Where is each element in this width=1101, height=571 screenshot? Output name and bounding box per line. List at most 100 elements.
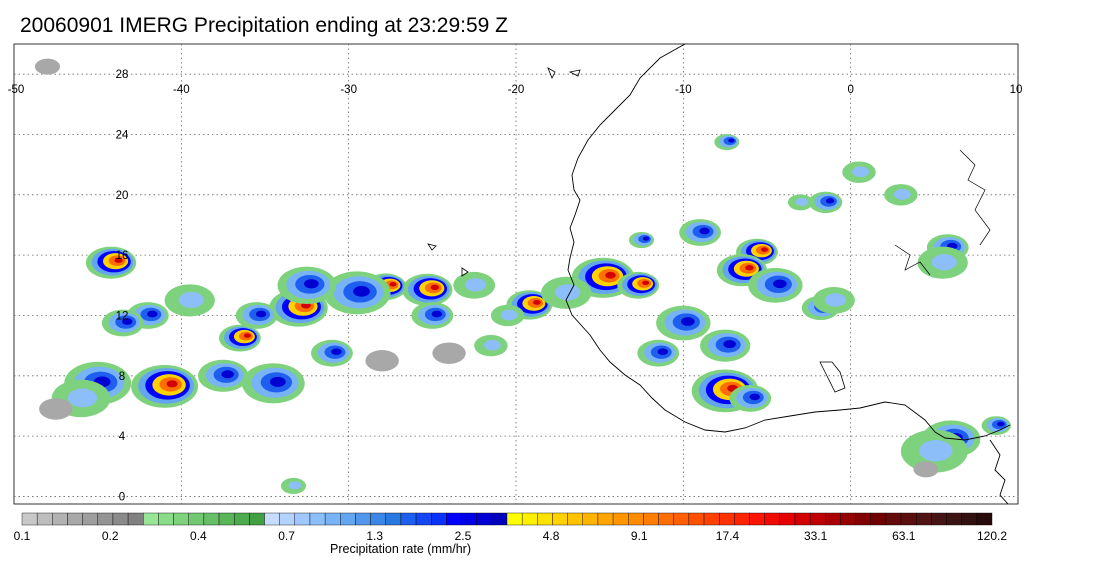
lat-tick-label: 16 [116, 250, 129, 262]
precip-contour [114, 257, 123, 263]
precip-cell [323, 271, 391, 315]
lat-tick-label: 12 [116, 310, 129, 322]
precip-cell [453, 271, 496, 299]
precip-cell [280, 477, 306, 494]
precip-cell [679, 219, 721, 246]
precip-contour [657, 348, 668, 356]
precip-contour [795, 197, 809, 206]
precip-contour [723, 340, 736, 349]
lake-volta [819, 361, 846, 393]
page-title: 20060901 IMERG Precipitation ending at 2… [20, 14, 508, 37]
precip-contour [913, 461, 939, 478]
precip-cell [34, 58, 61, 75]
precip-contour [178, 291, 204, 308]
precip-contour [431, 310, 443, 318]
precip-contour [221, 370, 234, 379]
precip-cell [714, 134, 740, 151]
precip-contour [353, 285, 370, 297]
precip-cell [900, 429, 968, 473]
island-outline-1 [547, 67, 581, 79]
precip-cell [617, 271, 660, 299]
precip-contour [465, 278, 487, 292]
precip-contour [432, 342, 466, 364]
west-africa-coastline [565, 44, 1011, 441]
precip-contour [931, 254, 957, 271]
precip-cell [787, 194, 814, 211]
lon-tick-label: -50 [8, 84, 25, 96]
precip-contour [642, 280, 650, 286]
precipitation-cells [34, 58, 1011, 494]
precip-cell [218, 324, 261, 352]
precip-contour [166, 380, 178, 388]
lat-tick-label: 4 [119, 431, 126, 443]
precip-cell [432, 342, 466, 364]
precip-contour [681, 317, 695, 326]
precip-contour [389, 282, 397, 287]
precip-cell [474, 334, 508, 357]
precip-contour [824, 293, 846, 307]
precip-contour [642, 236, 650, 241]
precip-cell [85, 246, 137, 279]
lon-tick-label: -30 [340, 84, 357, 96]
precip-contour [243, 333, 251, 338]
precip-contour [749, 393, 760, 401]
lat-tick-label: 0 [119, 491, 125, 503]
precip-cell [808, 191, 843, 214]
precip-contour [997, 421, 1005, 427]
precip-cell [729, 385, 772, 412]
precip-contour [288, 481, 302, 490]
lat-tick-label: 28 [116, 69, 129, 81]
lon-tick-label: 0 [847, 84, 853, 96]
precip-cell [628, 232, 655, 249]
precip-contour [533, 299, 541, 305]
precip-cell [39, 398, 73, 420]
lon-tick-label: 10 [1010, 84, 1023, 96]
island-outline-2 [427, 243, 469, 277]
precip-contour [304, 279, 319, 289]
precip-cell [131, 364, 199, 408]
precip-contour [555, 284, 581, 301]
precip-cell [402, 273, 453, 306]
precip-cell [748, 267, 803, 303]
precip-contour [255, 310, 267, 318]
lon-tick-label: -10 [675, 84, 692, 96]
precip-contour [919, 440, 953, 462]
precip-cell [198, 359, 249, 392]
precip-cell [637, 339, 680, 367]
cameroon-coast [989, 439, 1009, 504]
precip-contour [825, 198, 835, 204]
precip-contour [147, 310, 158, 318]
precip-contour [605, 271, 616, 279]
inland-water-2 [894, 244, 931, 276]
precip-cell [164, 284, 215, 317]
precip-contour [34, 58, 61, 75]
precip-cell [716, 254, 768, 287]
lat-tick-label: 8 [119, 371, 125, 383]
precip-cell [842, 161, 876, 183]
map-tick-labels: -50 -40 -30 -20 -10 0 10 28 24 20 16 12 8 4 0 [8, 69, 1023, 503]
precip-contour [331, 348, 342, 356]
inland-water-1 [959, 149, 991, 246]
precip-cell [541, 276, 592, 309]
precip-cell [241, 363, 305, 404]
precip-contour [365, 350, 399, 372]
precip-cell [700, 329, 751, 362]
precip-contour [852, 166, 869, 178]
lat-tick-label: 20 [116, 190, 129, 202]
precip-cell [311, 339, 353, 367]
precip-cell [913, 461, 939, 478]
precip-contour [270, 376, 286, 387]
precip-contour [728, 138, 735, 143]
precip-contour [894, 188, 911, 200]
precip-cell [981, 416, 1011, 435]
precip-cell [411, 302, 454, 329]
precip-cell [277, 266, 337, 305]
precip-cell [365, 350, 399, 372]
coastline [427, 44, 1011, 504]
precip-cell [235, 302, 278, 329]
precip-contour [484, 339, 501, 351]
precip-contour [745, 265, 754, 271]
lon-tick-label: -40 [173, 84, 190, 96]
precip-contour [500, 309, 518, 321]
